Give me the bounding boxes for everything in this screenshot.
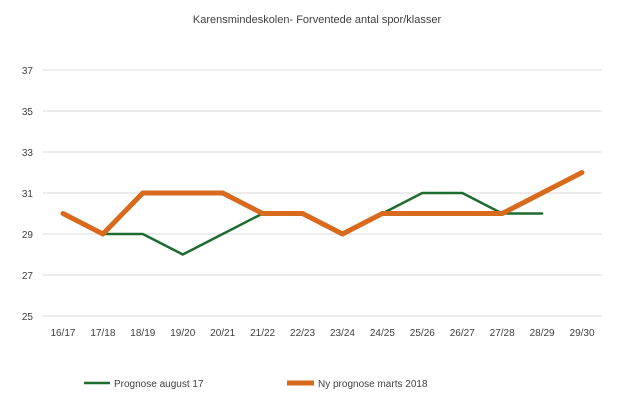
- y-tick-label: 35: [22, 107, 34, 118]
- y-tick-label: 25: [22, 312, 34, 323]
- x-tick-label: 29/30: [570, 328, 595, 339]
- gridlines: [43, 69, 602, 317]
- x-tick-label: 22/23: [290, 328, 315, 339]
- x-tick-label: 21/22: [250, 328, 275, 339]
- x-tick-label: 26/27: [450, 328, 475, 339]
- legend-label-prognose-august-17: Prognose august 17: [114, 379, 204, 390]
- x-tick-label: 23/24: [330, 328, 355, 339]
- y-tick-label: 31: [22, 189, 34, 200]
- x-tick-label: 24/25: [370, 328, 395, 339]
- legend-item-ny-prognose-marts-2018: Ny prognose marts 2018: [287, 379, 428, 390]
- x-axis-ticks: 16/17 17/18 18/19 19/20 20/21 21/22 22/23 23/24…: [50, 328, 595, 339]
- y-tick-label: 29: [22, 230, 34, 241]
- y-axis-ticks: 25 27 29 31 33 35 37: [22, 66, 34, 323]
- y-tick-label: 33: [22, 148, 34, 159]
- x-tick-label: 18/19: [130, 328, 155, 339]
- x-tick-label: 16/17: [50, 328, 75, 339]
- y-tick-label: 27: [22, 271, 34, 282]
- x-tick-label: 25/26: [410, 328, 435, 339]
- legend-item-prognose-august-17: Prognose august 17: [84, 379, 204, 390]
- legend: Prognose august 17 Ny prognose marts 201…: [84, 379, 428, 390]
- x-tick-label: 17/18: [90, 328, 115, 339]
- series-lines: [60, 170, 585, 256]
- x-tick-label: 19/20: [170, 328, 195, 339]
- legend-label-ny-prognose-marts-2018: Ny prognose marts 2018: [318, 379, 428, 390]
- x-tick-label: 20/21: [210, 328, 235, 339]
- chart-title: Karensmindeskolen- Forventede antal spor…: [193, 14, 442, 26]
- series-line-1: [60, 170, 585, 237]
- y-tick-label: 37: [22, 66, 34, 77]
- x-tick-label: 28/29: [530, 328, 555, 339]
- x-tick-label: 27/28: [490, 328, 515, 339]
